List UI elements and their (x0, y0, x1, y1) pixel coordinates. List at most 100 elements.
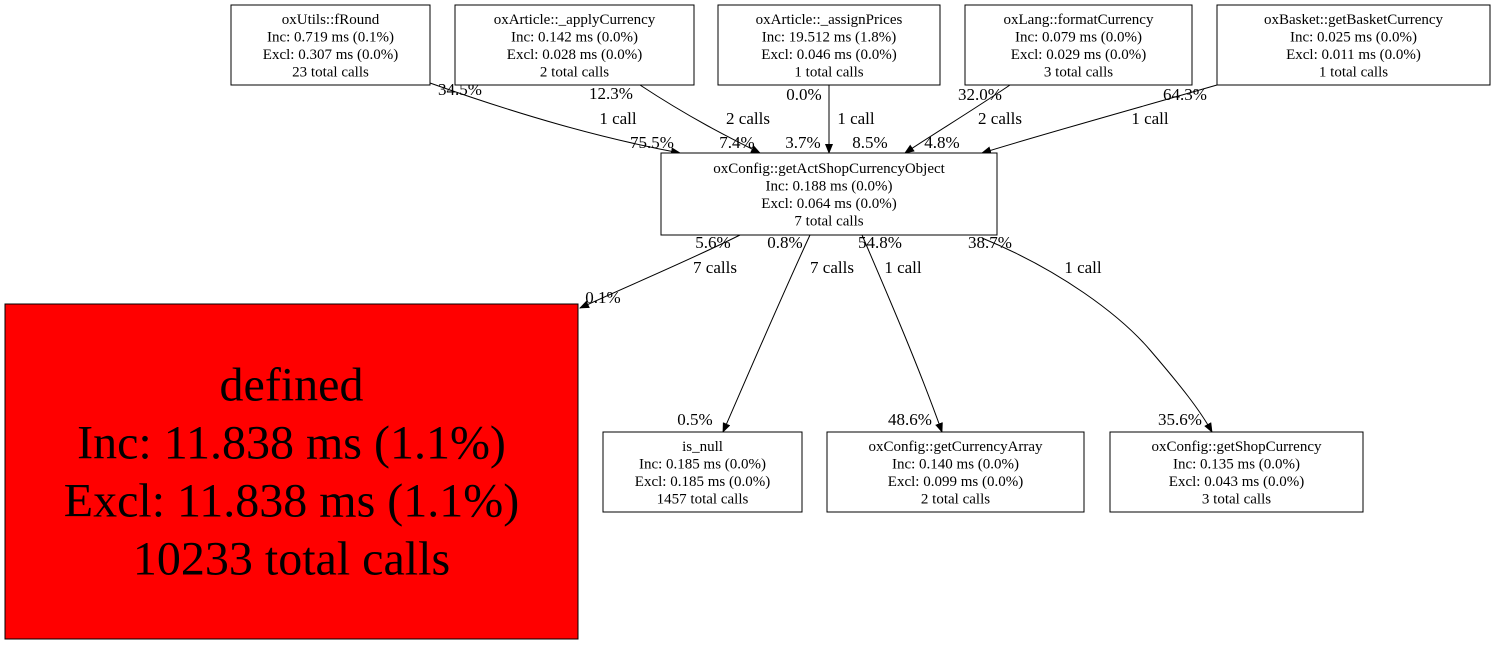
node-box (826, 431, 1085, 513)
node-name: is_null (682, 439, 723, 455)
edge-head-percent: 35.6% (1158, 410, 1202, 429)
edge-line (722, 234, 811, 433)
node-stat: Inc: 0.135 ms (0.0%) (1173, 456, 1300, 472)
node-stat: 7 total calls (794, 213, 863, 229)
node-stat: 1457 total calls (657, 491, 749, 507)
node-stat: Excl: 0.028 ms (0.0%) (507, 47, 642, 63)
node-name: oxArticle::_applyCurrency (494, 12, 656, 28)
edge-head-percent: 48.6% (888, 410, 932, 429)
node-stat: Excl: 0.307 ms (0.0%) (263, 47, 398, 63)
edge-formatCurrency-to-getActShopCurrencyObject: 32.0% 2 calls 8.5% (852, 84, 1022, 154)
edge-applyCurrency-to-getActShopCurrencyObject: 12.3% 2 calls 7.4% (589, 84, 770, 154)
edge-head-percent: 7.4% (719, 133, 754, 152)
node-stat: Inc: 0.025 ms (0.0%) (1290, 29, 1417, 45)
node-stat: Inc: 19.512 ms (1.8%) (762, 29, 897, 45)
edge-getBasketCurrency-to-getActShopCurrencyObject: 64.3% 1 call 4.8% (924, 84, 1218, 155)
node-name: oxBasket::getBasketCurrency (1264, 12, 1444, 28)
node-stat: Excl: 11.838 ms (1.1%) (64, 475, 519, 528)
node-name: defined (220, 359, 364, 412)
edge-tail-percent: 0.0% (786, 85, 821, 104)
node-name: oxUtils::fRound (282, 12, 380, 28)
node-stat: Excl: 0.099 ms (0.0%) (888, 474, 1023, 490)
edge-line (981, 237, 1213, 433)
edge-line (861, 234, 943, 433)
edge-head-percent: 75.5% (630, 133, 674, 152)
node-box (964, 4, 1193, 86)
edge-tail-percent: 5.6% (695, 233, 730, 252)
edge-head-percent: 4.8% (924, 133, 959, 152)
edge-line (429, 82, 681, 156)
node-stat: 2 total calls (921, 491, 990, 507)
node-name: oxLang::formatCurrency (1004, 12, 1154, 28)
edge-tail-percent: 64.3% (1163, 85, 1207, 104)
edge-getActShopCurrencyObject-to-is_null: 0.8% 7 calls 0.5% (677, 233, 854, 433)
edge-call-label: 1 call (1131, 109, 1169, 128)
edge-call-label: 2 calls (726, 109, 770, 128)
edge-tail-percent: 12.3% (589, 84, 633, 103)
edge-head-percent: 0.5% (677, 410, 712, 429)
edge-tail-percent: 38.7% (968, 233, 1012, 252)
node-stat: Excl: 0.064 ms (0.0%) (761, 196, 896, 212)
edge-assignPrices-to-getActShopCurrencyObject: 0.0% 1 call 3.7% (785, 85, 875, 154)
edge-head-percent: 8.5% (852, 133, 887, 152)
node-name: oxConfig::getCurrencyArray (868, 439, 1043, 455)
node-box (230, 4, 431, 86)
edge-call-label: 1 call (599, 109, 637, 128)
edge-call-label: 7 calls (810, 258, 854, 277)
node-box (1109, 431, 1364, 513)
edge-line (639, 84, 761, 154)
node-stat: Inc: 11.838 ms (1.1%) (77, 417, 506, 470)
edge-call-label: 1 call (837, 109, 875, 128)
edge-call-label: 1 call (1064, 258, 1102, 277)
edge-tail-percent: 54.8% (858, 233, 902, 252)
node-stat: Inc: 0.185 ms (0.0%) (639, 456, 766, 472)
edge-getActShopCurrencyObject-to-defined: 5.6% 7 calls 0.1% (579, 233, 741, 309)
node-box (4, 303, 579, 640)
edge-call-label: 2 calls (978, 109, 1022, 128)
node-stat: Inc: 0.140 ms (0.0%) (892, 456, 1019, 472)
edge-line (579, 234, 741, 309)
edge-head-percent: 0.1% (585, 288, 620, 307)
edge-call-label: 1 call (884, 258, 922, 277)
node-box (602, 431, 803, 513)
node-stat: Excl: 0.029 ms (0.0%) (1011, 47, 1146, 63)
edge-tail-percent: 32.0% (958, 85, 1002, 104)
node-stat: Excl: 0.185 ms (0.0%) (635, 474, 770, 490)
edge-call-label: 7 calls (693, 258, 737, 277)
node-stat: Excl: 0.011 ms (0.0%) (1286, 47, 1421, 63)
node-stat: Inc: 0.719 ms (0.1%) (267, 29, 394, 45)
node-box (717, 4, 941, 86)
edge-tail-percent: 0.8% (767, 233, 802, 252)
node-stat: 1 total calls (1319, 64, 1388, 80)
node-name: oxConfig::getActShopCurrencyObject (713, 161, 945, 177)
node-box (660, 152, 998, 236)
edge-line (981, 84, 1218, 155)
edge-getActShopCurrencyObject-to-getCurrencyArray: 54.8% 1 call 48.6% (858, 233, 943, 433)
edge-head-percent: 3.7% (785, 133, 820, 152)
node-stat: Excl: 0.043 ms (0.0%) (1169, 474, 1304, 490)
edge-line (904, 84, 1011, 154)
node-stat: Excl: 0.046 ms (0.0%) (761, 47, 896, 63)
node-stat: 2 total calls (540, 64, 609, 80)
node-name: oxConfig::getShopCurrency (1152, 439, 1322, 455)
node-stat: 3 total calls (1044, 64, 1113, 80)
edge-getActShopCurrencyObject-to-getShopCurrency: 38.7% 1 call 35.6% (968, 233, 1213, 433)
node-box (454, 4, 695, 86)
node-name: oxArticle::_assignPrices (756, 12, 903, 28)
node-stat: 3 total calls (1202, 491, 1271, 507)
node-stat: Inc: 0.142 ms (0.0%) (511, 29, 638, 45)
node-stat: Inc: 0.188 ms (0.0%) (765, 178, 892, 194)
node-box (1216, 4, 1491, 86)
